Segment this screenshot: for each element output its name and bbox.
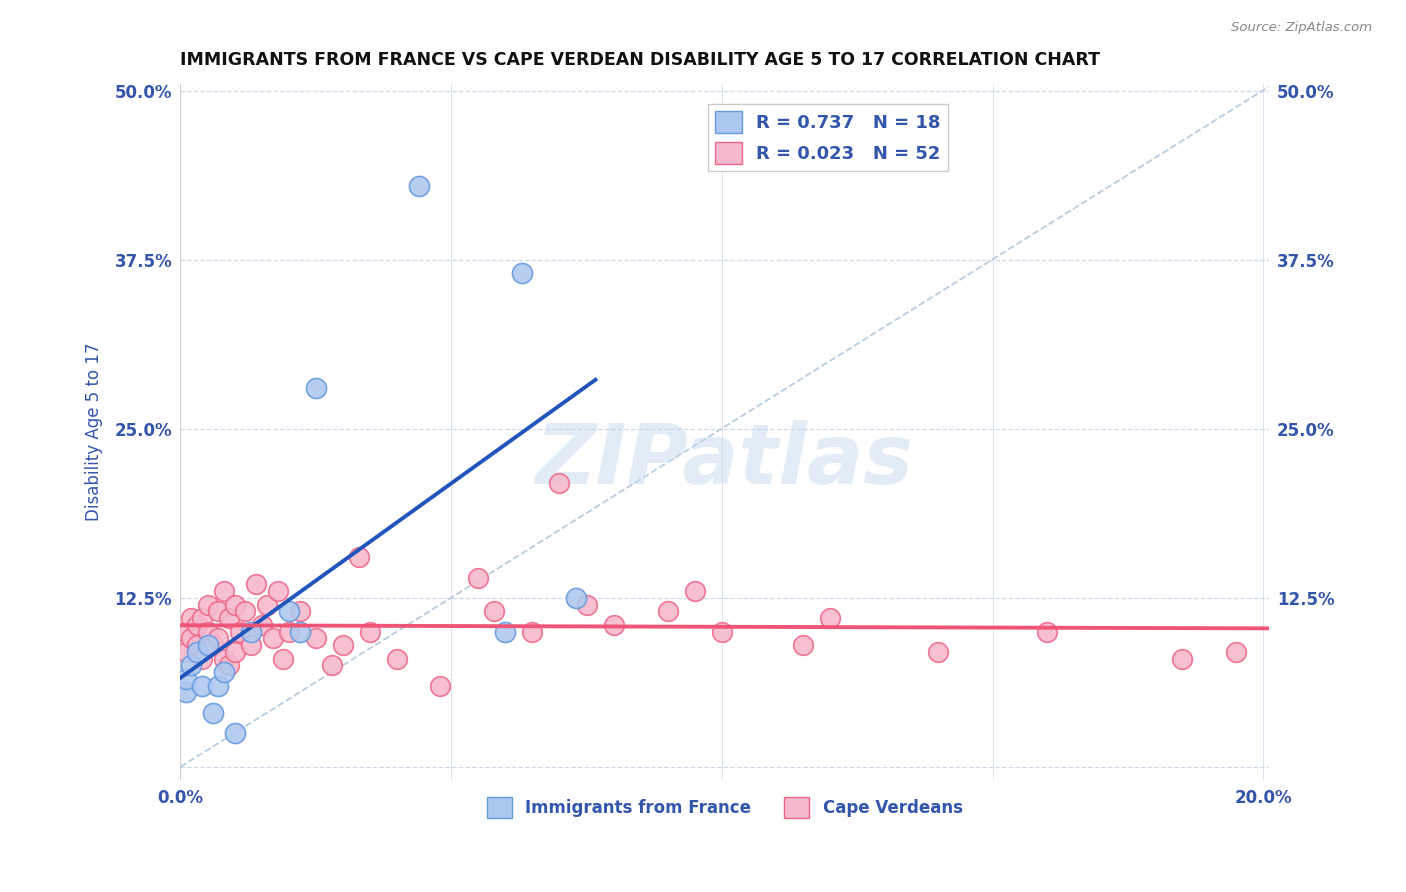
Point <box>218 658 240 673</box>
Point <box>1225 645 1247 659</box>
Point <box>174 685 197 699</box>
Point <box>191 611 214 625</box>
Point <box>494 624 516 639</box>
Legend: Immigrants from France, Cape Verdeans: Immigrants from France, Cape Verdeans <box>479 790 969 824</box>
Point <box>321 658 343 673</box>
Point <box>174 672 197 686</box>
Point <box>927 645 949 659</box>
Point <box>191 679 214 693</box>
Point <box>1035 624 1057 639</box>
Point <box>186 638 208 652</box>
Text: Source: ZipAtlas.com: Source: ZipAtlas.com <box>1232 21 1372 35</box>
Point <box>212 665 235 680</box>
Point <box>180 658 202 673</box>
Point <box>256 598 278 612</box>
Point <box>207 604 229 618</box>
Point <box>218 611 240 625</box>
Point <box>683 584 706 599</box>
Y-axis label: Disability Age 5 to 17: Disability Age 5 to 17 <box>86 343 103 522</box>
Point <box>575 598 598 612</box>
Point <box>602 617 624 632</box>
Point <box>212 651 235 665</box>
Text: ZIPatlas: ZIPatlas <box>536 419 914 500</box>
Point <box>332 638 354 652</box>
Point <box>267 584 290 599</box>
Point <box>288 604 311 618</box>
Point <box>224 726 246 740</box>
Point <box>522 624 544 639</box>
Point <box>197 638 219 652</box>
Point <box>429 679 451 693</box>
Point <box>277 624 299 639</box>
Point <box>180 611 202 625</box>
Point <box>212 584 235 599</box>
Point <box>408 178 430 193</box>
Point <box>197 624 219 639</box>
Point <box>273 651 295 665</box>
Point <box>484 604 506 618</box>
Point <box>239 624 262 639</box>
Point <box>201 706 224 720</box>
Point <box>510 266 533 280</box>
Point <box>1171 651 1194 665</box>
Point <box>245 577 267 591</box>
Point <box>564 591 586 605</box>
Point <box>250 617 273 632</box>
Point <box>262 632 284 646</box>
Point <box>229 624 252 639</box>
Point <box>359 624 381 639</box>
Point <box>186 645 208 659</box>
Point <box>792 638 814 652</box>
Point <box>288 624 311 639</box>
Point <box>347 550 370 565</box>
Point <box>818 611 841 625</box>
Point <box>657 604 679 618</box>
Point <box>180 632 202 646</box>
Point <box>235 604 257 618</box>
Point <box>305 632 328 646</box>
Text: IMMIGRANTS FROM FRANCE VS CAPE VERDEAN DISABILITY AGE 5 TO 17 CORRELATION CHART: IMMIGRANTS FROM FRANCE VS CAPE VERDEAN D… <box>180 51 1101 69</box>
Point <box>385 651 408 665</box>
Point <box>207 632 229 646</box>
Point <box>548 475 571 490</box>
Point <box>305 381 328 395</box>
Point <box>207 679 229 693</box>
Point <box>467 570 489 584</box>
Point <box>239 638 262 652</box>
Point <box>186 617 208 632</box>
Point <box>174 624 197 639</box>
Point <box>191 651 214 665</box>
Point <box>174 645 197 659</box>
Point <box>201 638 224 652</box>
Point <box>224 598 246 612</box>
Point <box>710 624 733 639</box>
Point <box>224 645 246 659</box>
Point <box>197 598 219 612</box>
Point <box>277 604 299 618</box>
